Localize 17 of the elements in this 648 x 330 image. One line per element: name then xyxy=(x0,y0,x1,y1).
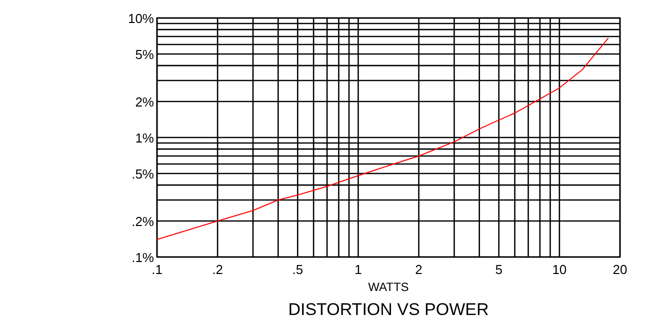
x-tick-label: .5 xyxy=(292,262,304,277)
x-tick-label: 20 xyxy=(612,262,628,277)
y-tick-label: .5% xyxy=(132,166,154,182)
y-tick-label: .2% xyxy=(132,214,154,230)
x-axis-title: WATTS xyxy=(368,280,409,294)
y-tick-label: .1% xyxy=(132,250,154,265)
x-tick-label: 1 xyxy=(354,262,362,277)
x-tick-label: 10 xyxy=(552,262,567,277)
y-tick-label: 1% xyxy=(135,130,154,146)
x-tick-label: 5 xyxy=(495,262,502,277)
x-tick-label: .2 xyxy=(212,262,223,277)
y-tick-label: 5% xyxy=(135,46,154,62)
y-tick-label: 10% xyxy=(128,11,154,26)
x-tick-label: .1 xyxy=(152,262,162,277)
y-tick-label: 2% xyxy=(135,94,154,110)
x-tick-label: 2 xyxy=(415,262,422,277)
text: DISTORTION VS POWER xyxy=(288,300,489,319)
